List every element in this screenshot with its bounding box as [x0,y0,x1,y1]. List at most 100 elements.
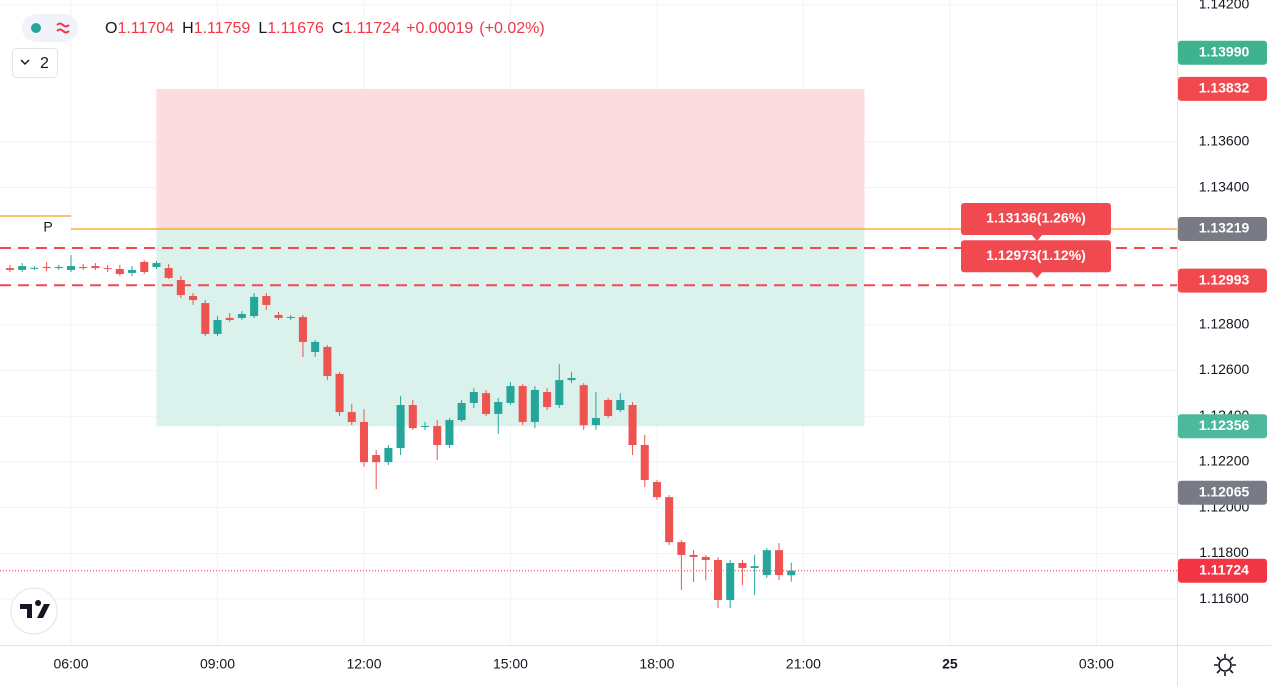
y-tick-label: 1.12200 [1199,453,1250,469]
close-value: 1.11724 [343,20,400,37]
alert-box [961,240,1111,273]
price-label-box [1178,480,1267,505]
high-value: 1.11759 [194,20,251,37]
pivot-label: P [43,219,52,235]
price-label: 1.12065 [1199,483,1250,499]
candle-body [384,447,393,463]
price-label: 1.13990 [1199,44,1250,60]
price-label: 1.12993 [1199,271,1250,287]
y-tick-label: 1.11800 [1199,544,1249,560]
status-dot [31,23,41,33]
candle-body [152,263,161,267]
alert-box [961,202,1111,235]
candle-body [42,266,51,269]
chevron-icon [20,59,30,66]
price-label-box [1178,558,1267,583]
price-label-box [1178,76,1267,101]
y-tick-label: 1.11600 [1199,590,1249,606]
y-tick-label: 1.13400 [1199,178,1250,194]
x-tick-label: 06:00 [53,656,88,672]
candle-body [30,267,39,269]
candle-body [689,554,698,558]
candle-body [518,386,527,422]
candle-body [91,266,100,269]
candle-body [482,393,491,414]
labels-layer: 1.13990 1.13832 1.13219 1.12993 1.12356 1.120… [961,40,1267,583]
candle-body [457,402,466,421]
candle-body [591,418,600,426]
logo [20,600,50,618]
candle-body [18,266,27,270]
alert-pointer [1031,271,1043,279]
candle-body [347,412,356,422]
candle-body [433,426,442,446]
x-tick-label: 15:00 [493,656,528,672]
candle-body [665,497,674,543]
candle-body [506,386,515,403]
price-label-box [1178,217,1267,242]
gear-ring [1218,658,1232,672]
candle-body [567,378,576,381]
candle-body [408,405,417,429]
candle-body [543,391,552,408]
candle-body [372,455,381,463]
candle-body [213,319,222,334]
candle-body [762,550,771,576]
candle-body [176,279,185,296]
candle-body [164,268,173,278]
candle-body [713,559,723,600]
settings-button[interactable] [1214,654,1236,676]
candle-body [579,385,588,426]
wave-icon [56,22,70,34]
candle-body [640,445,649,480]
candle-body [140,261,149,272]
candle-body [775,550,784,576]
open-label: O [105,20,117,37]
candle-body [359,421,369,463]
alert-label: 1.13136(1.26%) [986,210,1086,226]
low-value: 1.11676 [267,20,324,37]
x-tick-label: 25 [942,656,958,672]
candle-body [555,380,564,406]
candle-body [237,314,246,318]
x-tick-label: 09:00 [200,656,235,672]
low-label: L [258,20,267,37]
gear-teeth [1214,654,1236,676]
change-value: +0.00019 [406,20,473,37]
stop-zone [156,88,865,230]
candle-body [262,295,271,305]
candle-body [420,426,430,428]
y-tick-label: 1.12600 [1199,361,1250,377]
candle-body [445,420,454,446]
x-tick-label: 12:00 [346,656,381,672]
price-label: 1.12356 [1199,417,1250,433]
change-percent: (+0.02%) [479,20,544,37]
candle-body [604,399,613,416]
candle-body [5,268,14,270]
candle-body [677,542,686,555]
logo-badge[interactable] [10,587,58,635]
price-label: 1.13219 [1199,220,1250,236]
candle-body [750,566,759,568]
alert-label: 1.12973(1.12%) [986,247,1086,263]
badge-count: 2 [40,55,49,72]
candle-body [616,399,625,411]
x-tick-label: 03:00 [1079,656,1114,672]
y-tick-label: 1.12800 [1199,315,1250,331]
candle-body [189,295,198,301]
candle-body [128,269,137,273]
candle-body [701,557,710,560]
candle-body [54,266,63,269]
candle-body [726,562,735,600]
candle-body [103,268,112,270]
price-label: 1.11724 [1199,561,1249,577]
candle-body [628,405,637,446]
candle-body [787,570,796,576]
candle-body [66,266,76,270]
close-label: C [332,20,344,37]
collapse-button[interactable] [12,48,58,78]
x-tick-label: 21:00 [786,656,821,672]
indicator-pill[interactable] [22,14,78,42]
alert-pointer [1031,233,1043,241]
position-layer [156,88,865,427]
